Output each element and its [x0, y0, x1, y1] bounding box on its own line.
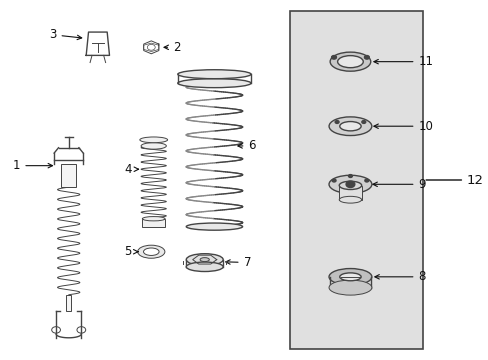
Ellipse shape [186, 262, 223, 271]
Circle shape [346, 181, 354, 188]
Circle shape [331, 55, 336, 59]
Ellipse shape [186, 223, 242, 230]
Ellipse shape [186, 254, 223, 266]
Ellipse shape [339, 273, 361, 281]
Bar [61, 164, 76, 187]
Text: 4: 4 [124, 163, 138, 176]
Ellipse shape [328, 280, 371, 295]
Text: 12: 12 [425, 174, 483, 186]
Text: 7: 7 [225, 256, 250, 269]
Bar [339, 186, 361, 200]
Circle shape [364, 179, 368, 182]
Ellipse shape [328, 175, 371, 193]
Circle shape [348, 175, 352, 177]
Circle shape [331, 179, 335, 182]
Text: 2: 2 [163, 41, 180, 54]
Bar [66, 295, 71, 311]
Text: 6: 6 [237, 139, 255, 152]
Text: 3: 3 [49, 28, 81, 41]
Text: 10: 10 [373, 120, 432, 133]
Circle shape [361, 121, 365, 123]
Ellipse shape [138, 245, 164, 258]
Ellipse shape [337, 56, 363, 68]
Text: 5: 5 [124, 245, 138, 258]
Ellipse shape [339, 196, 361, 203]
Ellipse shape [178, 79, 250, 87]
Ellipse shape [142, 217, 165, 221]
Ellipse shape [140, 137, 167, 143]
Ellipse shape [328, 117, 371, 135]
Text: 9: 9 [372, 178, 425, 191]
Circle shape [364, 55, 368, 59]
Ellipse shape [339, 122, 361, 131]
Text: 11: 11 [373, 55, 432, 68]
Ellipse shape [328, 269, 371, 285]
Ellipse shape [339, 181, 361, 189]
Text: 8: 8 [374, 270, 425, 283]
Ellipse shape [141, 143, 166, 149]
Ellipse shape [143, 248, 159, 256]
Bar [142, 219, 165, 226]
Ellipse shape [178, 70, 250, 79]
Ellipse shape [200, 258, 209, 262]
Circle shape [334, 121, 338, 123]
Text: 1: 1 [13, 159, 52, 172]
Bar [289, 12, 423, 348]
Ellipse shape [329, 52, 370, 71]
